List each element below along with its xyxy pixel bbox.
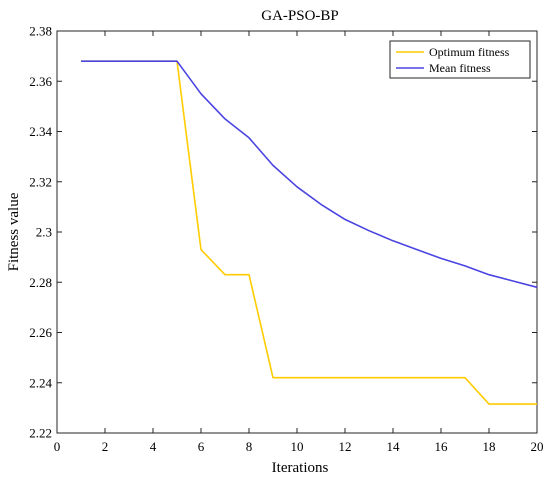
x-tick-label: 0 <box>54 439 61 454</box>
x-tick-label: 10 <box>291 439 304 454</box>
legend: Optimum fitness Mean fitness <box>389 40 531 79</box>
plot-frame <box>56 30 538 434</box>
x-tick-label: 6 <box>198 439 205 454</box>
plot-area <box>56 30 538 434</box>
legend-box <box>389 40 531 79</box>
y-tick-label: 2.28 <box>29 275 52 290</box>
x-tick-label: 18 <box>483 439 496 454</box>
legend-label: Optimum fitness <box>429 45 510 59</box>
y-tick-label: 2.3 <box>36 225 52 240</box>
series-lines <box>81 60 538 405</box>
x-tick-label: 14 <box>387 439 401 454</box>
x-axis-label: Iterations <box>272 460 329 476</box>
chart-title: GA-PSO-BP <box>261 8 339 24</box>
y-tick-label: 2.26 <box>29 325 52 340</box>
y-tick-label: 2.32 <box>29 174 52 189</box>
y-tick-label: 2.38 <box>29 24 52 39</box>
y-axis-label: Fitness value <box>6 192 22 271</box>
x-tick-label: 8 <box>246 439 253 454</box>
y-tick-label: 2.24 <box>29 375 52 390</box>
x-tick-label: 12 <box>339 439 352 454</box>
y-tick-label: 2.36 <box>29 74 52 89</box>
x-tick-label: 4 <box>150 439 157 454</box>
x-tick-label: 20 <box>531 439 544 454</box>
legend-label: Mean fitness <box>429 61 491 75</box>
series-line-mean-fitness <box>81 60 538 289</box>
axis-ticks: 0 2 4 6 8 10 12 14 16 18 20 2.22 2.24 2.26 2.28 2.3 2.32… <box>29 24 543 455</box>
y-tick-label: 2.34 <box>29 124 52 139</box>
x-tick-label: 16 <box>435 439 449 454</box>
y-tick-label: 2.22 <box>29 426 52 441</box>
x-tick-label: 2 <box>102 439 109 454</box>
